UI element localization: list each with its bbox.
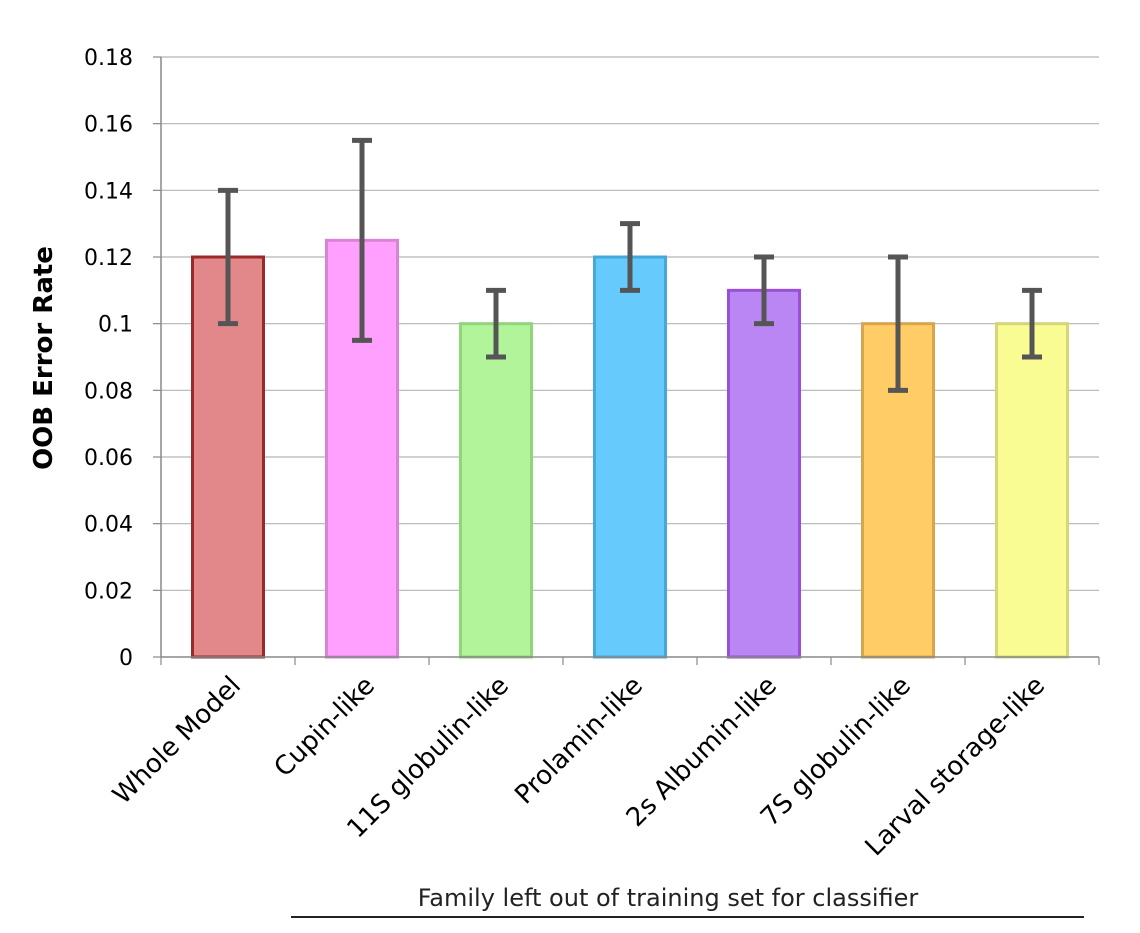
- y-tick-label: 0.12: [84, 246, 133, 271]
- category-label: Cupin-like: [269, 671, 381, 783]
- y-tick-label: 0.04: [84, 513, 133, 538]
- error-bars: [218, 137, 1042, 393]
- category-label: Whole Model: [107, 671, 247, 811]
- y-tick-label: 0.14: [84, 179, 133, 204]
- y-tick-label: 0.06: [84, 446, 133, 471]
- y-axis-title: OOB Error Rate: [29, 246, 59, 470]
- bar-prolamin-like: [593, 255, 667, 659]
- y-tick-label: 0.08: [84, 379, 133, 404]
- bar-2s-albumin-like: [727, 288, 801, 659]
- bar-larval-storage-like: [995, 322, 1069, 659]
- x-axis-title: Family left out of training set for clas…: [418, 884, 919, 912]
- y-tick-label: 0.02: [84, 579, 133, 604]
- bars: [191, 238, 1069, 659]
- y-tick-label: 0.18: [84, 46, 133, 71]
- y-tick-label: 0.16: [84, 113, 133, 138]
- bar-11s-globulin-like: [459, 322, 533, 659]
- y-tick-label: 0.1: [98, 313, 133, 338]
- category-label: Prolamin-like: [509, 671, 649, 811]
- axes: [153, 56, 1100, 665]
- y-tick-label: 0: [119, 646, 133, 671]
